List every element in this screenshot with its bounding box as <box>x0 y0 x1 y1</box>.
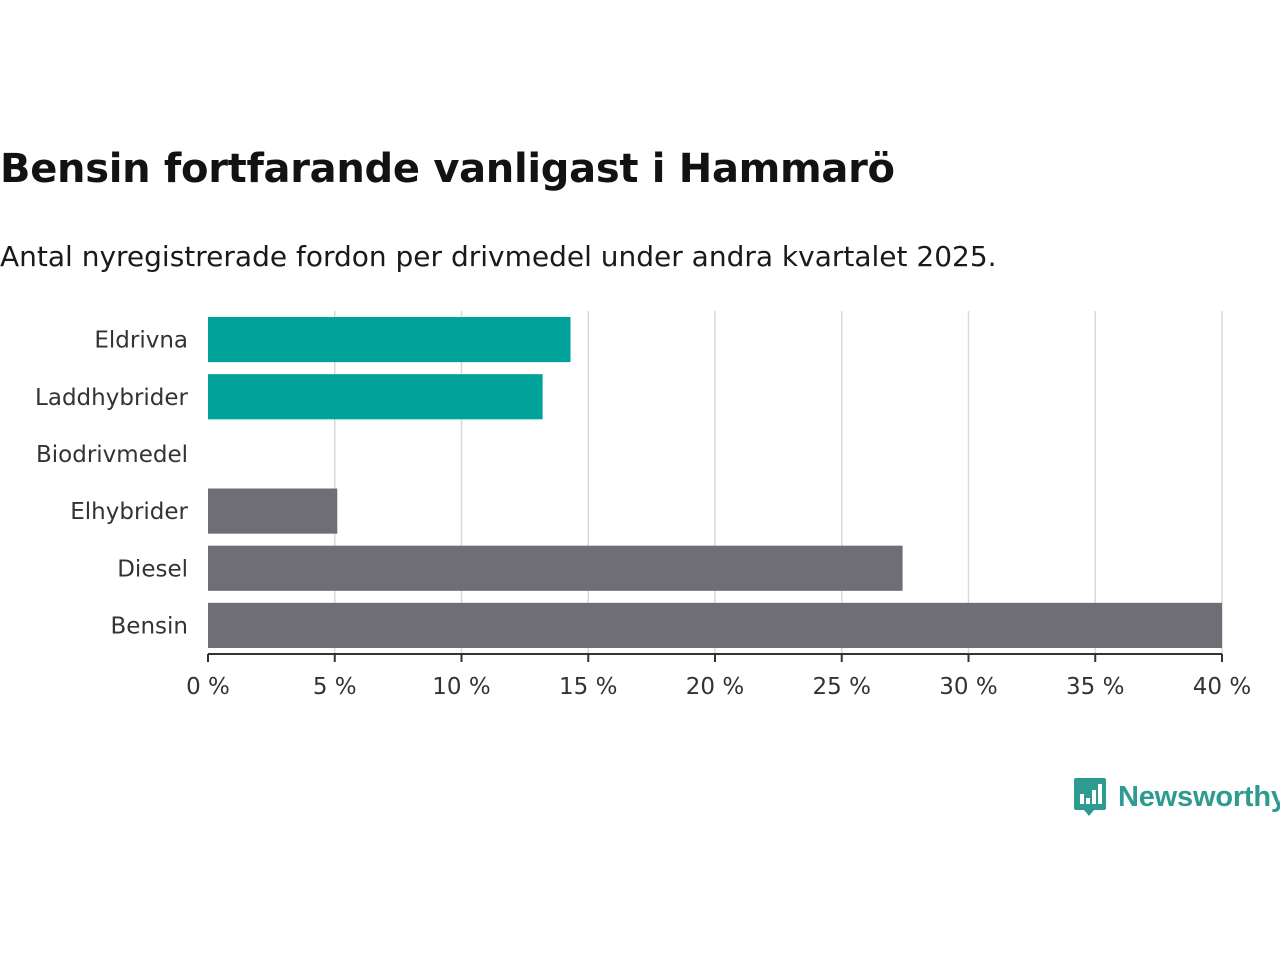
chart-subtitle: Antal nyregistrerade fordon per drivmede… <box>0 240 997 273</box>
category-label: Laddhybrider <box>35 385 188 411</box>
category-label: Biodrivmedel <box>36 442 188 468</box>
x-tick-label: 40 % <box>1193 674 1251 700</box>
brand-logo: Newsworthy <box>1072 776 1280 818</box>
category-labels: Eldrivna Laddhybrider Biodrivmedel Elhybrid… <box>35 328 188 640</box>
x-tick-label: 25 % <box>813 674 871 700</box>
x-tick-label: 30 % <box>939 674 997 700</box>
bars <box>208 317 1222 648</box>
category-label: Bensin <box>111 613 188 639</box>
bar-elhybrider <box>208 488 338 534</box>
bar-laddhybrider <box>208 374 543 420</box>
x-tick-label: 35 % <box>1066 674 1124 700</box>
x-tick-label: 10 % <box>432 674 490 700</box>
gridlines <box>334 311 1223 654</box>
x-tick-label: 0 % <box>186 674 230 700</box>
category-label: Elhybrider <box>70 499 188 525</box>
brand-name: Newsworthy <box>1118 780 1280 813</box>
x-tick-label: 5 % <box>313 674 357 700</box>
x-tick-label: 20 % <box>686 674 744 700</box>
chart-title: Bensin fortfarande vanligast i Hammarö <box>0 146 895 192</box>
bar-chart: Eldrivna Laddhybrider Biodrivmedel Elhybrid… <box>35 311 1251 700</box>
x-axis: 0 % 5 % 10 % 15 % 20 % 25 % 30 % 35 % 40 % <box>186 653 1251 700</box>
bar-diesel <box>208 545 903 591</box>
newsworthy-logo-icon <box>1074 778 1106 816</box>
bar-bensin <box>208 602 1222 648</box>
x-tick-label: 15 % <box>559 674 617 700</box>
category-label: Eldrivna <box>94 328 188 354</box>
bar-eldrivna <box>208 317 571 363</box>
category-label: Diesel <box>117 556 188 582</box>
